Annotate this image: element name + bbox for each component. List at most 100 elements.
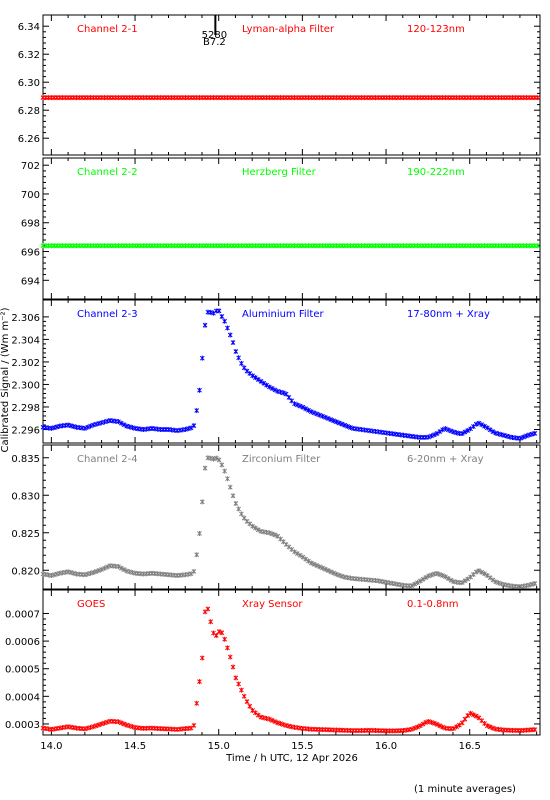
data-point <box>482 571 487 577</box>
data-point <box>227 484 233 490</box>
y-tick-label: 6.34 <box>18 22 40 33</box>
data-point <box>116 719 121 725</box>
data-series <box>40 243 540 249</box>
data-point <box>443 574 448 580</box>
x-tick-label: 15.5 <box>291 741 313 752</box>
data-point <box>241 693 247 699</box>
data-point <box>239 687 244 693</box>
y-tick-label: 0.0007 <box>5 609 40 620</box>
data-point <box>219 313 225 319</box>
data-point <box>219 630 225 636</box>
data-point <box>314 411 320 417</box>
panel-frame <box>42 299 541 444</box>
data-point <box>88 423 93 429</box>
data-point <box>311 410 317 416</box>
data-point <box>535 95 540 101</box>
data-point <box>269 385 275 391</box>
panel-title-right: 0.1-0.8nm <box>407 599 459 610</box>
data-point <box>443 426 448 432</box>
data-point <box>93 568 99 574</box>
data-point <box>191 423 197 429</box>
data-point <box>320 413 325 419</box>
data-point <box>253 525 258 531</box>
data-point <box>322 414 328 420</box>
data-point <box>484 723 490 729</box>
data-point <box>434 571 440 577</box>
data-point <box>322 566 328 572</box>
data-point <box>297 552 303 558</box>
data-point <box>202 322 208 328</box>
panel-2: 694 696 698 700 702 Channel 2-2 Herzberg Filte… <box>21 157 541 300</box>
data-point <box>272 387 278 393</box>
y-axis-label: Calibrated Signal / (Wm m⁻²) <box>0 307 11 452</box>
x-tick-label: 14.0 <box>40 741 62 752</box>
data-point <box>275 720 281 726</box>
data-point <box>216 308 222 314</box>
data-point <box>532 727 538 733</box>
data-point <box>93 723 99 729</box>
data-point <box>434 721 440 727</box>
data-point <box>311 561 317 567</box>
data-point <box>118 420 124 426</box>
y-tick-label: 0.820 <box>11 566 40 577</box>
data-point <box>197 531 202 536</box>
data-point <box>448 428 454 434</box>
data-point <box>197 387 202 393</box>
data-point <box>99 566 105 572</box>
data-point <box>239 360 244 366</box>
data-point <box>253 375 258 381</box>
data-point <box>462 578 468 584</box>
data-point <box>213 455 219 461</box>
event-marker-label-bottom: B7.2 <box>203 37 226 48</box>
data-point <box>473 421 479 427</box>
data-point <box>104 719 110 725</box>
panel-title-right: 17-80nm + Xray <box>407 309 490 320</box>
data-point <box>325 568 331 574</box>
y-tick-label: 2.306 <box>11 313 40 324</box>
panel-title-right: 120-123nm <box>407 24 465 35</box>
data-point <box>498 581 504 587</box>
data-point <box>320 565 325 571</box>
data-point <box>82 425 88 431</box>
data-point <box>255 376 261 382</box>
data-point <box>261 380 267 386</box>
panel-4: 0.820 0.825 0.830 0.835 Channel 2-4 Zirconium… <box>11 444 541 590</box>
data-point <box>303 556 309 562</box>
y-tick-label: 696 <box>21 248 40 259</box>
data-point <box>423 719 429 725</box>
data-point <box>208 619 214 625</box>
data-point <box>294 402 300 408</box>
data-point <box>292 549 297 555</box>
data-point <box>227 332 233 338</box>
data-point <box>269 717 275 723</box>
data-point <box>473 569 479 575</box>
x-tick-label: 16.0 <box>375 741 397 752</box>
data-point <box>267 530 272 536</box>
data-point <box>202 465 208 471</box>
data-point <box>317 412 323 418</box>
data-point <box>306 407 311 413</box>
data-point <box>490 429 496 435</box>
y-tick-label: 0.0006 <box>5 637 40 648</box>
y-tick-label: 2.304 <box>11 335 40 346</box>
data-point <box>280 390 286 396</box>
data-point <box>191 722 197 728</box>
data-point <box>468 710 473 716</box>
data-point <box>247 703 253 709</box>
data-point <box>429 433 434 439</box>
data-point <box>222 636 228 642</box>
data-point <box>294 551 300 557</box>
data-point <box>426 573 432 579</box>
data-point <box>348 424 353 430</box>
data-point <box>213 632 219 638</box>
data-point <box>225 325 230 331</box>
data-point <box>205 606 211 612</box>
data-point <box>272 532 278 538</box>
data-point <box>471 712 476 718</box>
panel-title-mid: Xray Sensor <box>242 599 303 610</box>
data-point <box>236 355 241 361</box>
data-point <box>479 569 485 575</box>
data-point <box>197 679 202 685</box>
